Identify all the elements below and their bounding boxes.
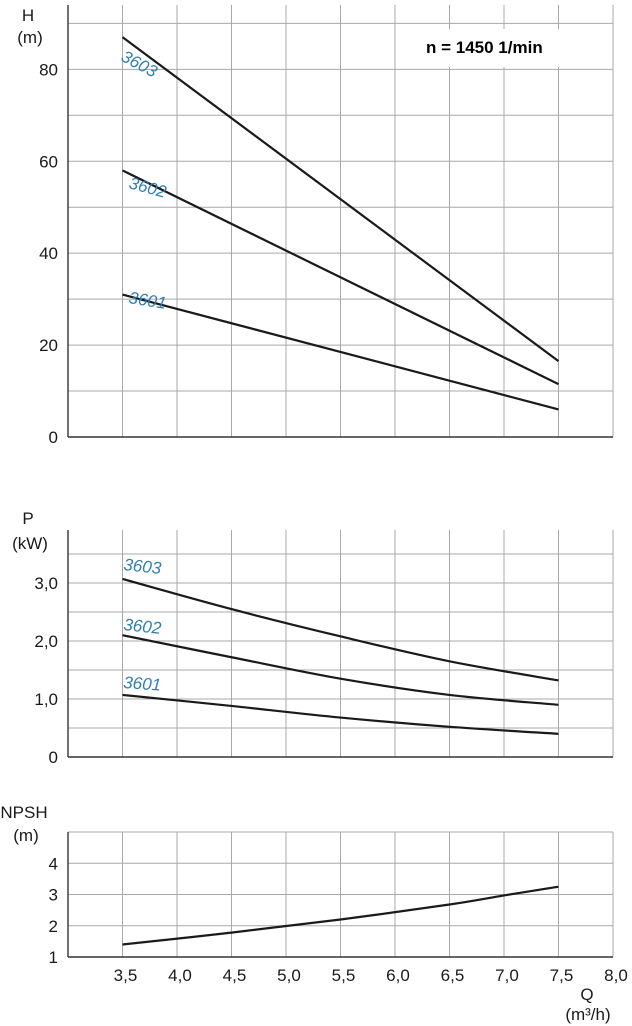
curve-label-3603: 3603 xyxy=(123,555,163,578)
y-axis-label: H xyxy=(22,6,34,25)
curve-npsh xyxy=(122,885,559,946)
y-tick-label: 1 xyxy=(49,948,58,967)
x-tick-label: 4,0 xyxy=(168,966,192,985)
y-tick-label: 0 xyxy=(49,748,58,767)
y-tick-label: 3 xyxy=(49,886,58,905)
x-tick-label: 5,5 xyxy=(332,966,356,985)
curve-head-3602 xyxy=(122,169,559,386)
x-axis-label: Q xyxy=(580,985,593,1004)
y-axis-label: NPSH xyxy=(0,803,47,822)
y-axis-unit: (m) xyxy=(17,28,42,47)
x-tick-label: 7,0 xyxy=(495,966,519,985)
curve-label-3601: 3601 xyxy=(123,673,162,695)
y-axis-unit: (m) xyxy=(13,826,38,845)
y-tick-label: 40 xyxy=(39,244,58,263)
speed-annotation: n = 1450 1/min xyxy=(426,38,543,57)
curve-power-3601 xyxy=(122,693,559,735)
y-tick-label: 0 xyxy=(49,428,58,447)
curve-power-3603 xyxy=(122,577,559,682)
y-tick-label: 2,0 xyxy=(34,632,58,651)
y-tick-label: 1,0 xyxy=(34,690,58,709)
y-tick-label: 4 xyxy=(49,854,58,873)
panel-head: 0 20 40 60 80 H (m) 3603 3602 3601 xyxy=(17,5,614,447)
y-tick-label: 20 xyxy=(39,336,58,355)
y-axis-label: P xyxy=(22,509,33,528)
curve-label-3602: 3602 xyxy=(127,174,169,202)
x-tick-label: 5,0 xyxy=(277,966,301,985)
x-tick-label: 8,0 xyxy=(604,966,628,985)
panel-power: 0 1,0 2,0 3,0 P (kW) 3603 3602 3601 xyxy=(12,509,614,767)
x-tick-label: 7,5 xyxy=(550,966,574,985)
curve-head-3603 xyxy=(121,36,560,363)
y-tick-label: 3,0 xyxy=(34,574,58,593)
x-tick-label: 3,5 xyxy=(114,966,138,985)
y-axis-unit: (kW) xyxy=(12,534,48,553)
x-axis-unit: (m³/h) xyxy=(565,1005,610,1024)
x-tick-label: 6,0 xyxy=(386,966,410,985)
curve-head-3601 xyxy=(122,293,559,411)
x-tick-label: 4,5 xyxy=(223,966,247,985)
curve-label-3603: 3603 xyxy=(118,47,161,82)
y-tick-label: 80 xyxy=(39,60,58,79)
curve-label-3601: 3601 xyxy=(127,288,167,313)
y-tick-label: 2 xyxy=(49,917,58,936)
curve-power-3602 xyxy=(122,634,559,706)
curve-label-3602: 3602 xyxy=(123,615,163,638)
y-tick-label: 60 xyxy=(39,152,58,171)
panel-npsh: 1 2 3 4 NPSH (m) xyxy=(0,803,614,967)
annotation-box xyxy=(416,29,588,67)
x-tick-label: 6,5 xyxy=(441,966,465,985)
